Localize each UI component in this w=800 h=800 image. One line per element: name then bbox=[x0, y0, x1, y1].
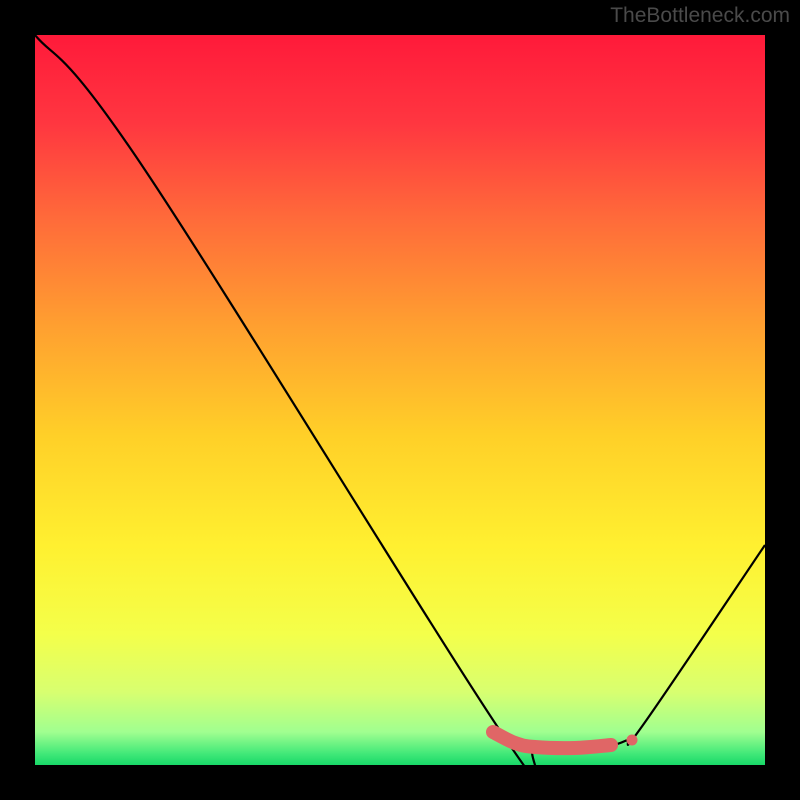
watermark-text: TheBottleneck.com bbox=[610, 4, 790, 28]
bottleneck-curve bbox=[35, 35, 765, 765]
chart-overlay bbox=[35, 35, 765, 765]
plot-area bbox=[35, 35, 765, 765]
optimal-band bbox=[493, 732, 611, 748]
marker-dot bbox=[627, 735, 638, 746]
